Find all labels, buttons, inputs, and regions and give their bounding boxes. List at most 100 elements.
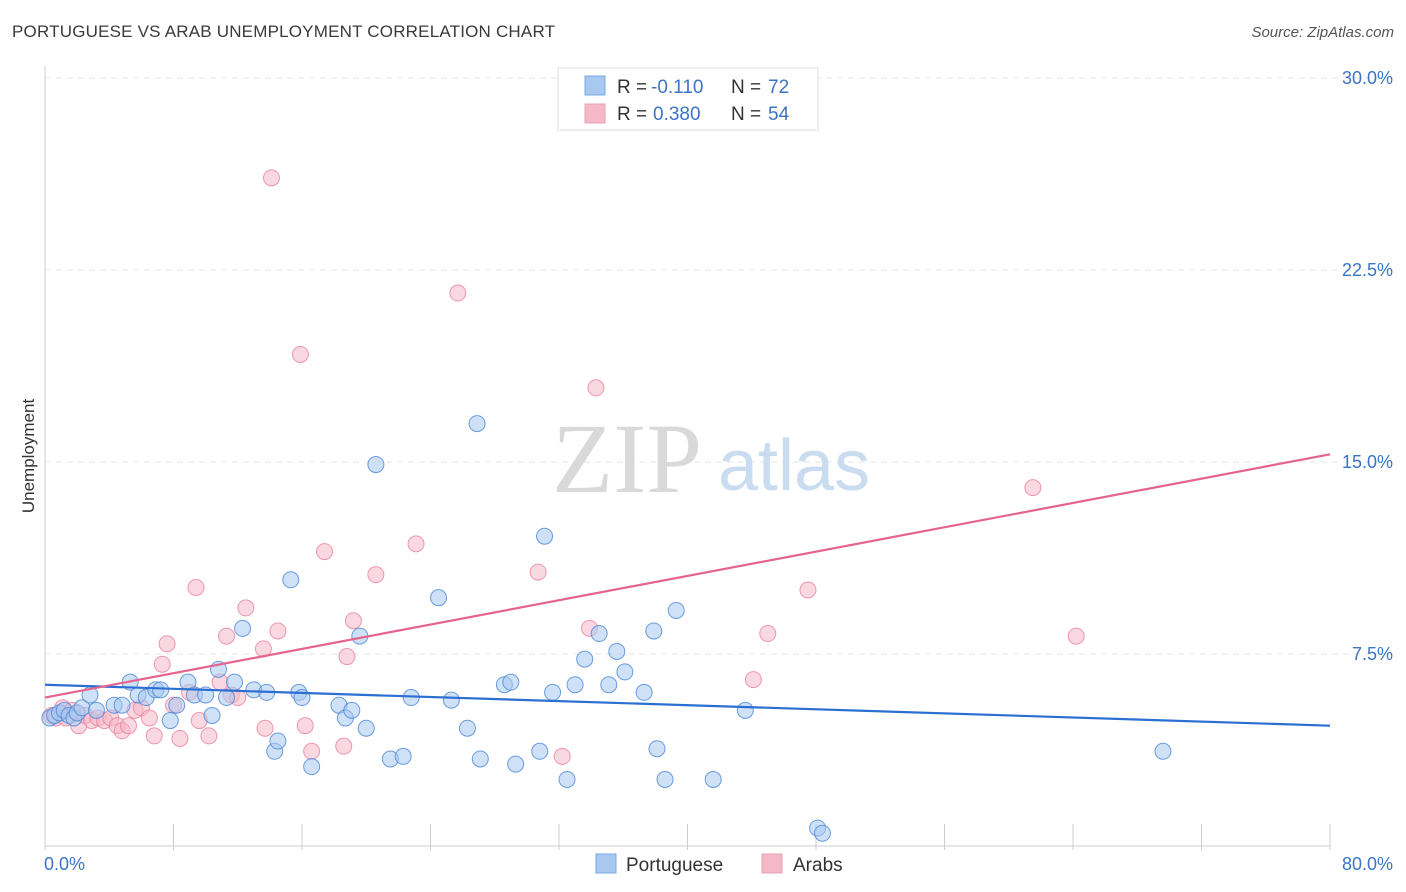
legend-label-arabs: Arabs <box>793 855 843 876</box>
series-legend: Portuguese Arabs <box>595 853 843 876</box>
arabs-point-45 <box>529 563 547 581</box>
legend-n-value-portuguese: 72 <box>768 77 789 98</box>
portuguese-point-39 <box>357 719 375 737</box>
portuguese-point-17 <box>161 712 179 730</box>
trend-lines <box>44 453 1331 727</box>
portuguese-point-24 <box>218 689 236 707</box>
portuguese-trend-line <box>44 683 1331 727</box>
portuguese-point-44 <box>430 589 448 607</box>
correlation-legend: R = -0.110 N = 72 R = 0.380 N = 54 <box>557 67 819 131</box>
portuguese-point-31 <box>282 571 300 589</box>
arabs-point-37 <box>303 742 321 760</box>
series-portuguese-points <box>41 415 1172 842</box>
source-credit: Source: ZipAtlas.com <box>1251 24 1394 41</box>
y-axis-title: Unemployment <box>19 399 38 514</box>
portuguese-point-67 <box>704 770 722 788</box>
legend-swatch-portuguese <box>584 75 606 96</box>
watermark-atlas: atlas <box>718 426 870 506</box>
portuguese-point-61 <box>616 663 634 681</box>
y-tick-label-0: 7.5% <box>1352 644 1393 664</box>
legend-r-value-portuguese: -0.110 <box>651 77 703 98</box>
arabs-point-42 <box>367 566 385 584</box>
arabs-point-53 <box>1067 627 1085 645</box>
arabs-point-41 <box>344 612 362 630</box>
arabs-point-38 <box>315 543 333 561</box>
legend-r-value-arabs: 0.380 <box>653 104 701 125</box>
portuguese-point-30 <box>269 732 287 750</box>
arabs-point-17 <box>145 727 163 745</box>
arabs-point-52 <box>1024 479 1042 497</box>
arabs-point-35 <box>291 345 309 363</box>
legend-swatch-bottom-portuguese <box>595 853 617 874</box>
arabs-point-18 <box>153 655 171 673</box>
portuguese-point-25 <box>226 673 244 691</box>
portuguese-point-46 <box>458 719 476 737</box>
arabs-trend-line <box>44 453 1331 699</box>
portuguese-point-9 <box>87 701 105 719</box>
portuguese-point-16 <box>152 681 170 699</box>
legend-n-label-portuguese: N = <box>731 77 761 98</box>
arabs-point-30 <box>237 599 255 617</box>
watermark-zip: ZIP <box>552 403 702 514</box>
portuguese-point-59 <box>600 676 618 694</box>
portuguese-point-70 <box>813 824 831 842</box>
arabs-point-39 <box>335 737 353 755</box>
arabs-point-50 <box>759 625 777 643</box>
arabs-point-46 <box>553 747 571 765</box>
portuguese-point-57 <box>576 650 594 668</box>
arabs-point-43 <box>407 535 425 553</box>
portuguese-point-48 <box>471 750 489 768</box>
arabs-point-34 <box>269 622 287 640</box>
portuguese-point-58 <box>590 625 608 643</box>
arabs-point-44 <box>449 284 467 302</box>
portuguese-point-37 <box>343 701 361 719</box>
chart-title: PORTUGUESE VS ARAB UNEMPLOYMENT CORRELAT… <box>12 22 556 41</box>
portuguese-point-22 <box>203 706 221 724</box>
y-tick-labels: 7.5% 15.0% 22.5% 30.0% <box>1342 68 1393 664</box>
portuguese-point-68 <box>736 701 754 719</box>
arabs-point-32 <box>256 719 274 737</box>
legend-n-label-arabs: N = <box>731 104 761 125</box>
portuguese-point-52 <box>531 742 549 760</box>
legend-r-label-arabs: R = <box>617 104 647 125</box>
portuguese-point-40 <box>367 456 385 474</box>
portuguese-point-63 <box>645 622 663 640</box>
arabs-point-13 <box>120 717 138 735</box>
portuguese-point-11 <box>113 696 131 714</box>
portuguese-point-47 <box>468 415 486 433</box>
portuguese-point-42 <box>394 747 412 765</box>
arabs-point-51 <box>799 581 817 599</box>
portuguese-point-56 <box>566 676 584 694</box>
legend-swatch-bottom-arabs <box>761 853 783 874</box>
portuguese-point-65 <box>656 770 674 788</box>
portuguese-point-26 <box>234 619 252 637</box>
portuguese-point-18 <box>168 696 186 714</box>
portuguese-point-34 <box>303 758 321 776</box>
grid-lines <box>45 77 1393 655</box>
arabs-point-36 <box>296 717 314 735</box>
portuguese-point-54 <box>544 683 562 701</box>
arabs-point-48 <box>587 379 605 397</box>
arabs-point-23 <box>187 578 205 596</box>
x-tick-label-min: 0.0% <box>44 854 85 874</box>
portuguese-point-53 <box>536 527 554 545</box>
portuguese-point-50 <box>502 673 520 691</box>
arabs-point-33 <box>262 169 280 187</box>
portuguese-point-55 <box>558 770 576 788</box>
portuguese-point-66 <box>667 601 685 619</box>
portuguese-point-45 <box>442 691 460 709</box>
legend-r-label-portuguese: R = <box>617 77 647 98</box>
arabs-point-40 <box>338 648 356 666</box>
x-tick-label-max: 80.0% <box>1342 854 1393 874</box>
y-tick-label-2: 22.5% <box>1342 260 1393 280</box>
y-tick-label-3: 30.0% <box>1342 68 1393 88</box>
legend-n-value-arabs: 54 <box>768 104 790 125</box>
y-tick-label-1: 15.0% <box>1342 452 1393 472</box>
arabs-point-25 <box>200 727 218 745</box>
arabs-point-19 <box>158 635 176 653</box>
legend-label-portuguese: Portuguese <box>626 855 723 876</box>
portuguese-point-51 <box>507 755 525 773</box>
watermark: ZIP atlas <box>552 403 870 514</box>
arabs-point-27 <box>218 627 236 645</box>
